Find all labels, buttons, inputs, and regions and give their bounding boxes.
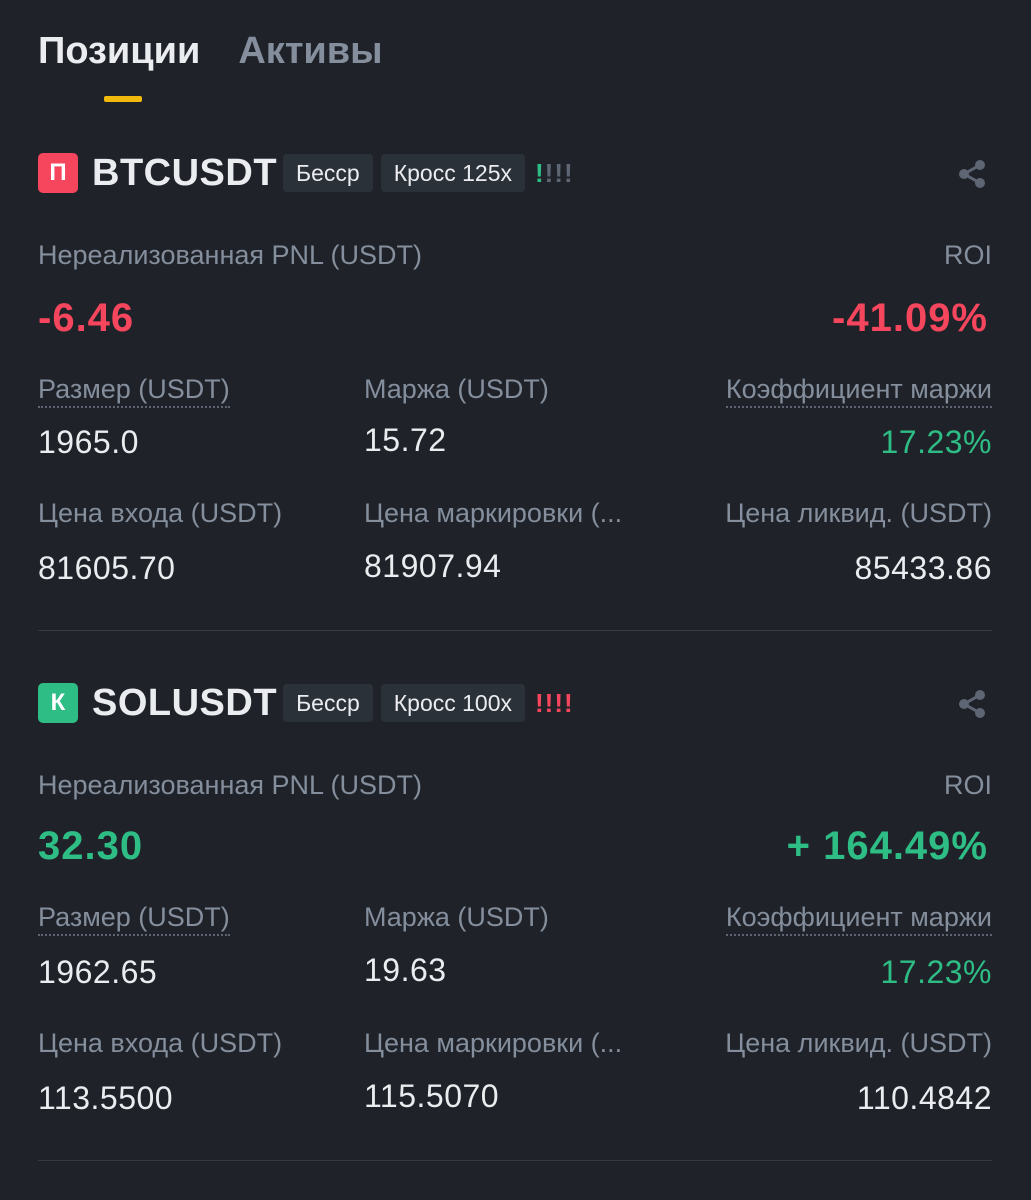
entry-price-value: 113.5500	[38, 1080, 174, 1116]
roi-label: ROI	[943, 770, 992, 800]
tab-positions[interactable]: Позиции	[38, 30, 201, 72]
roi-value: + 164.49%	[786, 824, 988, 868]
position-header: П BTCUSDT Бесср Кросс 125x !!!!	[38, 150, 992, 196]
position-symbol[interactable]: BTCUSDT	[92, 151, 278, 194]
mark-price-label: Цена маркировки (...	[364, 498, 623, 528]
margin-label: Маржа (USDT)	[364, 374, 549, 404]
tab-bar: Позиции Активы	[38, 30, 383, 73]
position-header: К SOLUSDT Бесср Кросс 100x !!!!	[38, 680, 992, 726]
mark-price-value: 115.5070	[364, 1078, 500, 1114]
margin-mode-tag: Кросс 125x	[380, 154, 525, 192]
size-value: 1962.65	[38, 954, 158, 990]
tab-assets[interactable]: Активы	[238, 30, 383, 72]
risk-indicator: !!!!	[535, 687, 574, 718]
margin-value: 19.63	[364, 952, 447, 988]
size-label[interactable]: Размер (USDT)	[38, 374, 230, 408]
margin-label: Маржа (USDT)	[364, 902, 549, 932]
entry-price-value: 81605.70	[38, 550, 176, 586]
position-card-btcusdt[interactable]: П BTCUSDT Бесср Кросс 125x !!!! Нереализ…	[38, 150, 992, 590]
margin-mode-tag: Кросс 100x	[380, 684, 525, 722]
margin-ratio-value: 17.23%	[880, 424, 992, 460]
position-symbol[interactable]: SOLUSDT	[92, 681, 278, 724]
margin-value: 15.72	[364, 422, 447, 458]
liq-price-value: 85433.86	[854, 550, 992, 586]
margin-ratio-label[interactable]: Коэффициент маржи	[725, 902, 992, 936]
share-icon[interactable]	[956, 688, 988, 720]
pnl-label: Нереализованная PNL (USDT)	[38, 240, 423, 270]
risk-indicator: !!!!	[534, 157, 574, 188]
size-value: 1965.0	[38, 424, 139, 460]
side-badge: К	[38, 683, 78, 723]
pnl-value: 32.30	[38, 824, 144, 868]
share-icon[interactable]	[956, 158, 988, 190]
liq-price-label: Цена ликвид. (USDT)	[725, 1028, 992, 1058]
side-badge: П	[38, 153, 78, 193]
roi-label: ROI	[943, 240, 992, 270]
liq-price-value: 110.4842	[856, 1080, 992, 1116]
mark-price-label: Цена маркировки (...	[364, 1028, 623, 1058]
entry-price-label: Цена входа (USDT)	[38, 1028, 283, 1058]
margin-ratio-label[interactable]: Коэффициент маржи	[725, 374, 992, 408]
liq-price-label: Цена ликвид. (USDT)	[725, 498, 992, 528]
margin-ratio-value: 17.23%	[880, 954, 992, 990]
pnl-value: -6.46	[38, 296, 135, 340]
mode-tag: Бесср	[283, 154, 373, 192]
entry-price-label: Цена входа (USDT)	[38, 498, 283, 528]
mode-tag: Бесср	[283, 684, 373, 722]
divider	[38, 630, 992, 631]
roi-value: -41.09%	[832, 296, 988, 340]
position-card-solusdt[interactable]: К SOLUSDT Бесср Кросс 100x !!!! Нереализ…	[38, 680, 992, 1120]
active-tab-indicator	[104, 96, 142, 102]
divider	[38, 1160, 992, 1161]
mark-price-value: 81907.94	[364, 548, 502, 584]
size-label[interactable]: Размер (USDT)	[38, 902, 230, 936]
pnl-label: Нереализованная PNL (USDT)	[38, 770, 423, 800]
